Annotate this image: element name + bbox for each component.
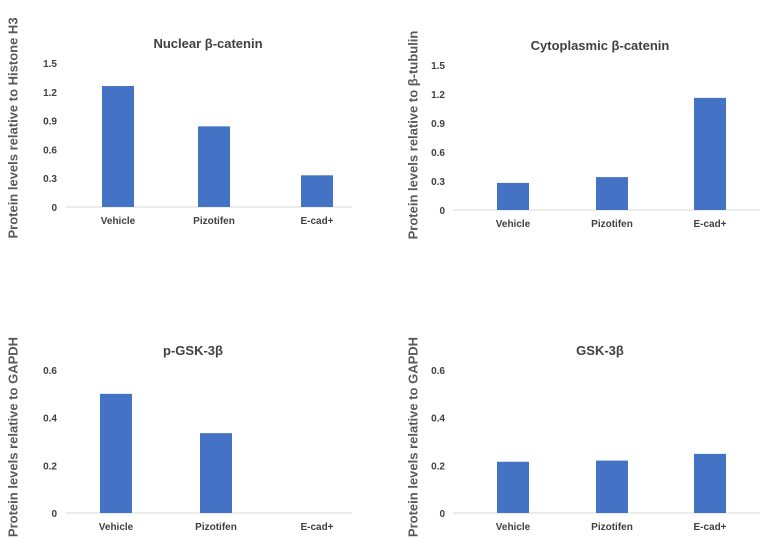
x-tick-label: E-cad+ [693,219,726,230]
y-tick-label: 0.6 [43,145,57,156]
bar-pizotifen [198,126,230,207]
y-tick-label: 1.2 [431,90,445,101]
y-tick-label: 0.9 [43,117,57,128]
x-tick-label: E-cad+ [300,522,333,533]
bar-pizotifen [596,177,628,210]
bar-vehicle [102,86,134,207]
y-tick-label: 1.2 [43,88,57,99]
x-tick-label: Vehicle [99,522,134,533]
y-tick-label: 0.9 [431,119,445,130]
x-tick-label: Pizotifen [591,219,633,230]
y-tick-label: 0 [439,206,445,217]
y-tick-label: 0.2 [431,461,445,472]
chart-panel-3: p-GSK-3β Protein levels relative to GAPDH… [5,337,352,537]
bar-e-cad- [301,175,333,207]
chart-panel-2: Cytoplasmic β-catenin Protein levels rela… [405,31,760,240]
x-tick-label: E-cad+ [300,216,333,227]
x-tick-label: Pizotifen [193,216,235,227]
bar-pizotifen [200,433,232,513]
y-axis-label: Protein levels relative to GAPDH [5,337,20,537]
y-tick-label: 0.4 [43,414,57,425]
x-tick-label: Pizotifen [591,522,633,533]
y-axis-label: Protein levels relative to GAPDH [405,337,420,537]
y-tick-label: 0 [51,509,57,520]
x-tick-label: Vehicle [101,216,136,227]
y-tick-label: 0.6 [431,148,445,159]
bar-vehicle [497,182,529,210]
bar-e-cad- [694,97,726,210]
bar-vehicle [497,461,529,513]
chart-title: Cytoplasmic β-catenin [531,38,670,53]
chart-title: GSK-3β [576,343,624,358]
bar-e-cad- [694,453,726,513]
bar-vehicle [100,393,132,513]
y-axis-label: Protein levels relative to Histone H3 [5,17,20,238]
y-tick-label: 1.5 [43,59,57,70]
x-tick-label: Vehicle [496,522,531,533]
y-tick-label: 0.2 [43,461,57,472]
y-tick-label: 0.4 [431,414,445,425]
y-tick-label: 0 [439,509,445,520]
chart-title: p-GSK-3β [163,343,223,358]
y-tick-label: 0 [51,203,57,214]
chart-title: Nuclear β-catenin [153,36,262,51]
y-tick-label: 0.6 [431,366,445,377]
y-tick-label: 0.6 [43,366,57,377]
chart-panel-4: GSK-3β Protein levels relative to GAPDH 0 0… [405,337,760,537]
y-tick-label: 1.5 [431,61,445,72]
y-tick-label: 0.3 [43,174,57,185]
chart-panel-1: Nuclear β-catenin Protein levels relative… [5,17,352,239]
x-tick-label: E-cad+ [693,522,726,533]
y-axis-label: Protein levels relative to β-tubulin [405,31,420,240]
x-tick-label: Pizotifen [195,522,237,533]
x-tick-label: Vehicle [496,219,531,230]
bar-pizotifen [596,460,628,513]
y-tick-label: 0.3 [431,177,445,188]
